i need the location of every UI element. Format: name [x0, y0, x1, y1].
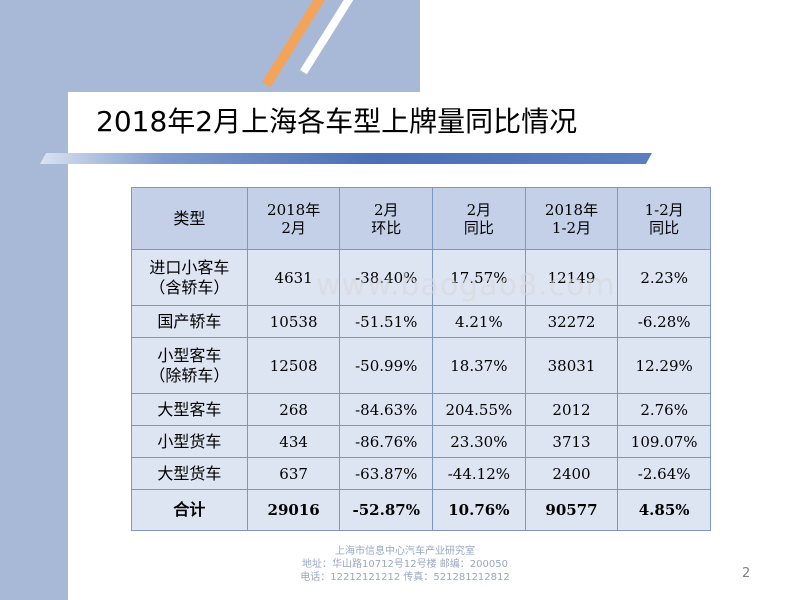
table-cell: 23.30% — [432, 425, 526, 458]
table-cell: 18.37% — [432, 337, 526, 394]
table-cell: 204.55% — [432, 393, 526, 426]
table-cell: -51.51% — [339, 305, 434, 338]
footer-address: 地址：华山路10712号12号楼 邮编：200050 — [302, 559, 508, 570]
header-cell: 1-2月 同比 — [617, 187, 711, 250]
table-cell: -2.64% — [617, 457, 711, 490]
row-label: 小型客车 （除轿车） — [131, 337, 248, 394]
footer-contact: 电话：12212121212 传真：521281212812 — [300, 572, 510, 583]
table-cell: 3713 — [524, 425, 619, 458]
row-label: 进口小客车 （含轿车） — [131, 249, 248, 306]
registration-table: 类型 2018年 2月 2月 环比 2月 同比 2018年 1-2月 1-2月 … — [131, 187, 711, 531]
table-row: 小型客车 （除轿车） 12508 -50.99% 18.37% 38031 12… — [131, 337, 711, 394]
footer-org: 上海市信息中心汽车产业研究室 — [335, 546, 475, 557]
table-cell: 32272 — [524, 305, 619, 338]
table-cell: -86.76% — [339, 425, 434, 458]
header-cell: 2018年 1-2月 — [524, 187, 619, 250]
table-cell: -38.40% — [339, 249, 434, 306]
header-cell: 类型 — [131, 187, 248, 250]
table-cell: 2.23% — [617, 249, 711, 306]
table-cell: 109.07% — [617, 425, 711, 458]
page-number: 2 — [742, 566, 751, 581]
total-cell: -52.87% — [339, 489, 434, 531]
table-cell: -63.87% — [339, 457, 434, 490]
header-cell: 2月 环比 — [339, 187, 434, 250]
table-cell: 434 — [246, 425, 341, 458]
table-cell: -50.99% — [339, 337, 434, 394]
left-decor-band — [0, 0, 68, 600]
table-cell: 2.76% — [617, 393, 711, 426]
table-row: 大型客车 268 -84.63% 204.55% 2012 2.76% — [131, 393, 711, 426]
total-cell: 10.76% — [432, 489, 526, 531]
table-row: 小型货车 434 -86.76% 23.30% 3713 109.07% — [131, 425, 711, 458]
table-cell: 2400 — [524, 457, 619, 490]
title-underline — [40, 153, 652, 164]
header-cell: 2月 同比 — [432, 187, 526, 250]
total-cell: 90577 — [524, 489, 619, 531]
row-label: 国产轿车 — [131, 305, 248, 338]
slide-title: 2018年2月上海各车型上牌量同比情况 — [96, 105, 578, 138]
table-total-row: 合计 29016 -52.87% 10.76% 90577 4.85% — [131, 489, 711, 531]
table-row: 国产轿车 10538 -51.51% 4.21% 32272 -6.28% — [131, 305, 711, 338]
table-cell: 268 — [246, 393, 341, 426]
top-decor-band — [0, 0, 420, 92]
table-cell: 12.29% — [617, 337, 711, 394]
table-cell: -84.63% — [339, 393, 434, 426]
data-table-container: 类型 2018年 2月 2月 环比 2月 同比 2018年 1-2月 1-2月 … — [131, 187, 711, 531]
table-row: 进口小客车 （含轿车） 4631 -38.40% 17.57% 12149 2.… — [131, 249, 711, 306]
watermark-text: www.baogao8.com — [316, 268, 616, 303]
header-cell: 2018年 2月 — [246, 187, 341, 250]
row-label: 小型货车 — [131, 425, 248, 458]
table-cell: 10538 — [246, 305, 341, 338]
table-cell: -6.28% — [617, 305, 711, 338]
row-label: 大型客车 — [131, 393, 248, 426]
table-cell: 4631 — [246, 249, 341, 306]
table-header-row: 类型 2018年 2月 2月 环比 2月 同比 2018年 1-2月 1-2月 … — [131, 187, 711, 250]
total-label: 合计 — [131, 489, 248, 531]
total-cell: 4.85% — [617, 489, 711, 531]
footer: 上海市信息中心汽车产业研究室 地址：华山路10712号12号楼 邮编：20005… — [270, 545, 540, 584]
table-cell: 38031 — [524, 337, 619, 394]
row-label: 大型货车 — [131, 457, 248, 490]
table-row: 大型货车 637 -63.87% -44.12% 2400 -2.64% — [131, 457, 711, 490]
total-cell: 29016 — [246, 489, 341, 531]
table-cell: 12508 — [246, 337, 341, 394]
table-cell: 4.21% — [432, 305, 526, 338]
table-cell: -44.12% — [432, 457, 526, 490]
table-cell: 12149 — [524, 249, 619, 306]
title-panel — [68, 92, 800, 154]
table-cell: 2012 — [524, 393, 619, 426]
table-cell: 17.57% — [432, 249, 526, 306]
table-cell: 637 — [246, 457, 341, 490]
